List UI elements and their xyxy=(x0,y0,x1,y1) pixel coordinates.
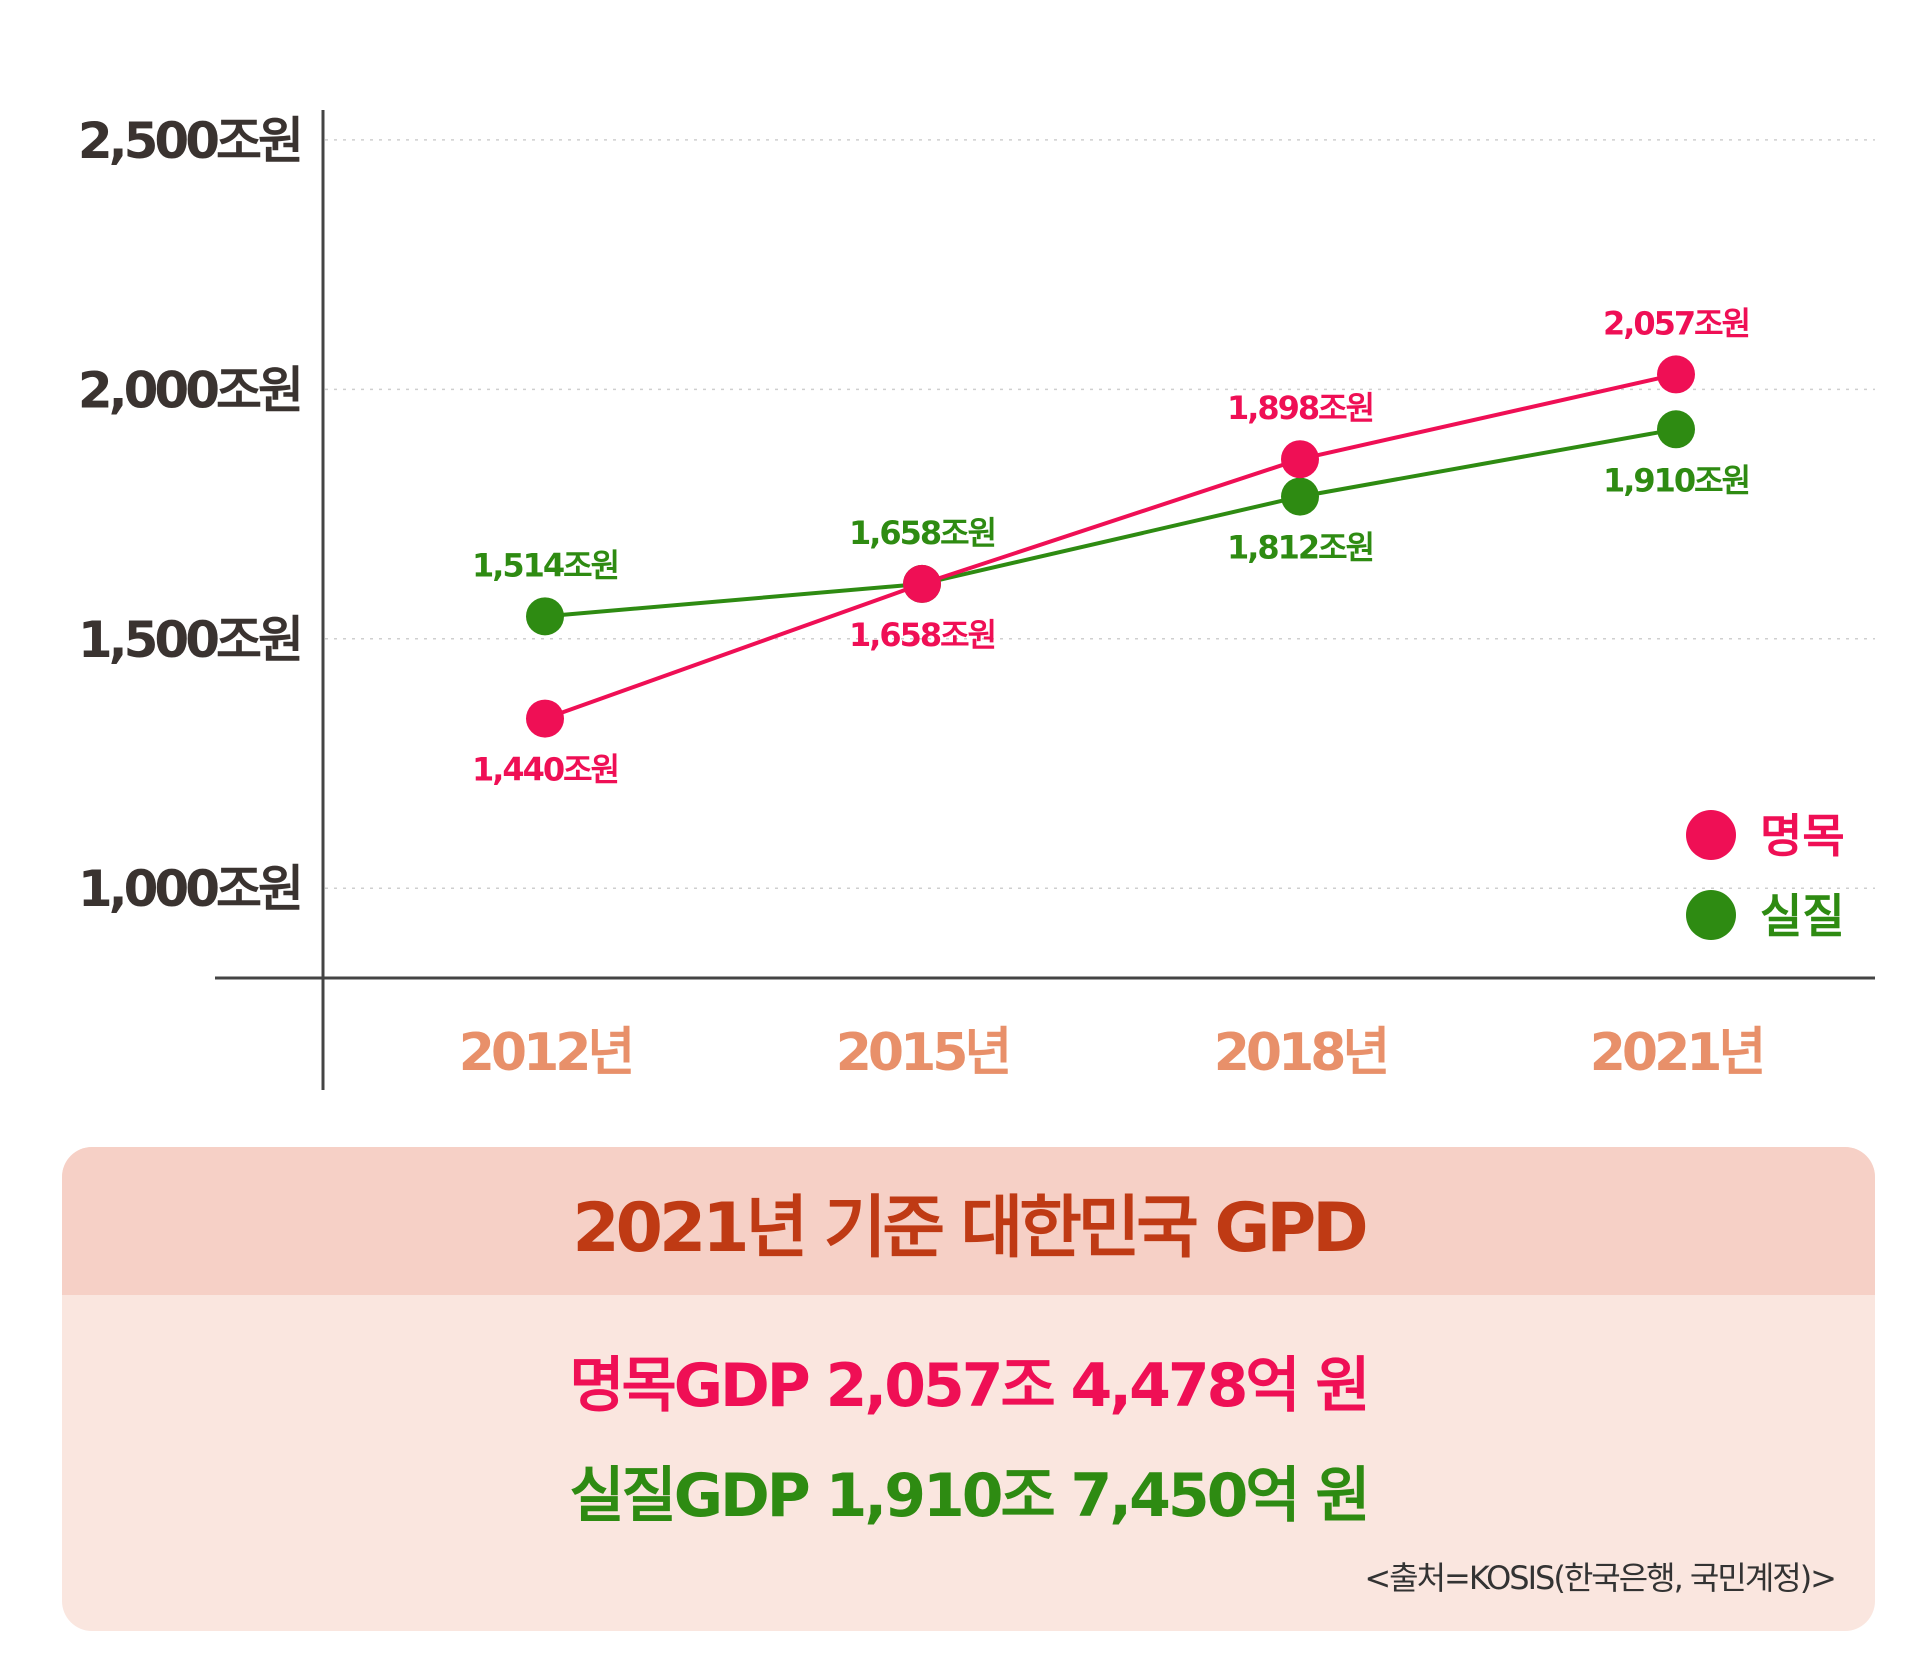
data-label: 1,658조원 xyxy=(849,616,995,654)
data-point xyxy=(1657,410,1695,449)
legend-marker xyxy=(1686,810,1736,860)
series-lines xyxy=(526,355,1695,738)
data-point xyxy=(526,699,564,738)
nominal-gdp-text: 명목GDP 2,057조 4,478억 원 xyxy=(569,1351,1370,1421)
data-label: 1,514조원 xyxy=(472,546,618,584)
x-axis-ticks: 2012년 2015년 2018년 2021년 xyxy=(459,1023,1767,1083)
series-line xyxy=(544,427,1677,619)
data-label: 1,898조원 xyxy=(1227,389,1373,427)
data-label: 1,440조원 xyxy=(472,751,618,789)
data-labels: 1,514조원 1,658조원 1,812조원 1,910조원 1,440조원 1,658… xyxy=(472,304,1751,789)
data-point xyxy=(526,597,564,636)
x-tick-label: 2015년 xyxy=(836,1023,1009,1083)
x-tick-label: 2018년 xyxy=(1214,1023,1387,1083)
x-tick-label: 2021년 xyxy=(1590,1023,1763,1083)
legend-marker xyxy=(1686,890,1736,940)
y-axis-ticks: 2,500조원 2,000조원 1,500조원 1,000조원 xyxy=(78,112,304,918)
legend-label: 명목 xyxy=(1760,809,1845,863)
real-gdp-text: 실질GDP 1,910조 7,450억 원 xyxy=(569,1461,1370,1531)
grid-lines xyxy=(325,139,1875,889)
y-tick-label: 1,500조원 xyxy=(78,611,300,669)
data-point xyxy=(1281,477,1319,516)
series-line xyxy=(544,372,1677,721)
data-label: 1,910조원 xyxy=(1603,461,1749,499)
data-label: 1,812조원 xyxy=(1227,529,1373,567)
y-tick-label: 1,000조원 xyxy=(78,860,300,918)
data-point xyxy=(1281,440,1319,479)
source-note: <출처=KOSIS(한국은행, 국민계정)> xyxy=(1364,1559,1837,1597)
legend-label: 실질 xyxy=(1760,889,1845,943)
data-label: 2,057조원 xyxy=(1603,304,1749,342)
data-point xyxy=(903,564,941,603)
data-point xyxy=(1657,355,1695,394)
y-tick-label: 2,000조원 xyxy=(78,361,300,419)
data-label: 1,658조원 xyxy=(849,514,995,552)
summary-title: 2021년 기준 대한민국 GPD xyxy=(572,1188,1368,1268)
y-tick-label: 2,500조원 xyxy=(78,112,300,170)
summary-box: 2021년 기준 대한민국 GPD 명목GDP 2,057조 4,478억 원 … xyxy=(62,1147,1875,1631)
summary-header: 2021년 기준 대한민국 GPD xyxy=(62,1147,1875,1295)
x-tick-label: 2012년 xyxy=(459,1023,632,1083)
